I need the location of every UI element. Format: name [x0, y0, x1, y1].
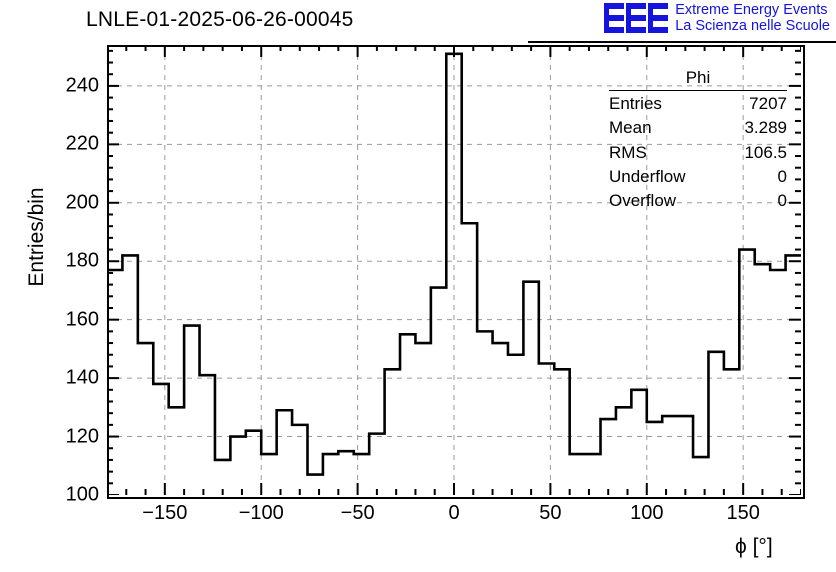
- stats-row: Underflow 0: [609, 164, 787, 188]
- x-tick-label: −50: [340, 502, 375, 524]
- y-tick-label: 180: [65, 249, 99, 272]
- header-divider: [528, 41, 836, 43]
- y-tick-label: 100: [65, 483, 99, 506]
- stats-value: 3.289: [744, 118, 787, 138]
- logo-line-2: La Scienza nelle Scuole: [675, 18, 830, 35]
- x-axis-title: ϕ [°]: [735, 535, 773, 558]
- stats-key: Entries: [609, 94, 662, 113]
- stats-value: 7207: [749, 94, 787, 113]
- y-tick-label: 140: [65, 366, 99, 389]
- stats-title: Phi: [609, 68, 787, 91]
- y-tick-label: 120: [65, 425, 99, 448]
- logo-line-1: Extreme Energy Events: [675, 2, 828, 18]
- x-tick-label: −150: [142, 502, 188, 524]
- stats-key: RMS: [609, 142, 647, 162]
- y-tick-label: 160: [65, 308, 99, 331]
- stats-row: RMS 106.5: [609, 140, 787, 164]
- x-tick-label: 50: [539, 502, 562, 524]
- letter-e-icon: [604, 3, 625, 34]
- stats-rows: Entries 7207 Mean 3.289 RMS 106.5 Underflow 0 Ov…: [609, 91, 787, 212]
- histogram-outline: [107, 52, 801, 476]
- y-axis-tick-labels: 100 120 140 160 180 200 220 240: [0, 0, 99, 572]
- letter-e-icon: [648, 3, 669, 34]
- stats-value: 0: [777, 166, 787, 186]
- stats-key: Underflow: [609, 166, 686, 186]
- x-tick-label: 100: [630, 502, 664, 524]
- letter-e-icon: [626, 3, 647, 34]
- y-tick-label: 200: [65, 191, 99, 214]
- stats-row: Mean 3.289: [609, 115, 787, 139]
- y-tick-label: 240: [65, 74, 99, 97]
- x-tick-label: −100: [238, 502, 284, 524]
- grid-lines: [107, 45, 801, 495]
- eee-logo-mark: [604, 3, 669, 34]
- stats-row: Entries 7207: [609, 91, 787, 115]
- page-title: LNLE-01-2025-06-26-00045: [86, 8, 354, 31]
- histogram-plot: [107, 45, 801, 495]
- plot-frame: [107, 45, 805, 499]
- x-tick-label: 0: [448, 502, 460, 524]
- stats-key: Overflow: [609, 191, 677, 211]
- eee-logo-text: Extreme Energy Events La Scienza nelle S…: [675, 2, 830, 34]
- stats-box: Phi Entries 7207 Mean 3.289 RMS 106.5 Underflo…: [609, 68, 787, 212]
- y-tick-label: 220: [65, 132, 99, 155]
- stats-key: Mean: [609, 118, 652, 138]
- stats-value: 0: [777, 191, 787, 211]
- eee-logo: Extreme Energy Events La Scienza nelle S…: [604, 2, 830, 34]
- axis-ticks: [107, 45, 801, 495]
- x-tick-label: 150: [726, 502, 760, 524]
- stats-value: 106.5: [744, 142, 787, 162]
- stats-row: Overflow 0: [609, 188, 787, 212]
